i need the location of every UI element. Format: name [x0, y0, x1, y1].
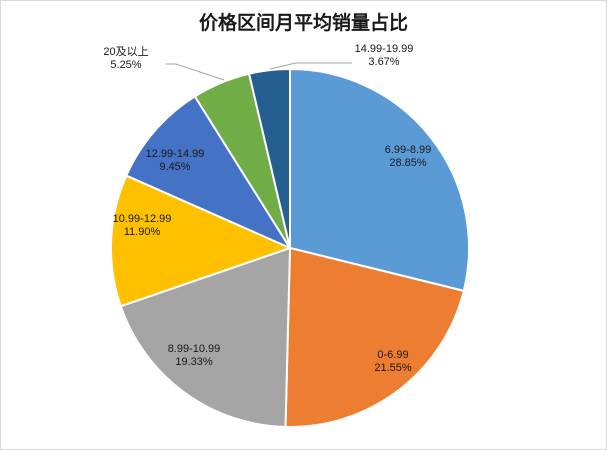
slice-label-category: 6.99-8.99	[385, 144, 431, 156]
slice-label-percentage: 28.85%	[389, 157, 427, 169]
slice-label-percentage: 5.25%	[110, 59, 141, 71]
slice-label-category: 8.99-10.99	[168, 343, 221, 355]
slice-label-category: 12.99-14.99	[146, 148, 205, 160]
slice-label-percentage: 19.33%	[175, 356, 213, 368]
pie-slice-12.99-14.99	[125, 95, 291, 249]
slice-label-percentage: 9.45%	[159, 161, 190, 173]
slice-label-category: 20及以上	[103, 45, 148, 58]
pie-slice-8.99-10.99	[119, 247, 291, 428]
pie-slice-6.99-8.99	[289, 68, 471, 292]
pie-slice-14.99-19.99	[248, 68, 291, 249]
pie-slice-10.99-12.99	[110, 174, 291, 308]
slice-label-category: 10.99-12.99	[113, 213, 172, 225]
leader-lines	[166, 62, 352, 81]
slice-label-category: 0-6.99	[377, 349, 408, 361]
leader-line-20及以上	[166, 63, 225, 81]
slice-label-percentage: 11.90%	[124, 226, 161, 238]
slice-label-percentage: 3.67%	[368, 56, 399, 68]
slice-label-category: 14.99-19.99	[355, 43, 414, 55]
chart-title: 价格区间月平均销量占比	[198, 12, 408, 34]
pie-slices	[110, 68, 471, 428]
pie-slice-0-6.99	[284, 247, 465, 428]
slice-label-percentage: 21.55%	[374, 362, 412, 374]
leader-line-14.99-19.99	[269, 62, 352, 70]
